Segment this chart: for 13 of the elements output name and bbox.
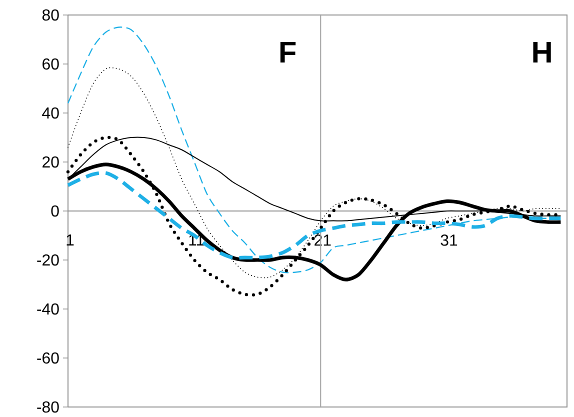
y-tick-label: 40 (42, 107, 59, 119)
y-tick-label: 60 (42, 58, 59, 70)
x-tick-label: 1 (66, 234, 74, 246)
y-tick-label: 80 (42, 9, 59, 21)
annotation: F (280, 42, 296, 63)
x-tick-label: 31 (440, 234, 458, 246)
y-tick-label: -20 (37, 254, 59, 266)
y-tick-label: 0 (51, 205, 59, 217)
annotation: H (533, 42, 551, 63)
y-tick-label: -40 (37, 303, 59, 315)
y-tick-label: 20 (42, 156, 59, 168)
y-tick-label: -60 (37, 352, 59, 364)
y-tick-label: -80 (37, 401, 59, 413)
